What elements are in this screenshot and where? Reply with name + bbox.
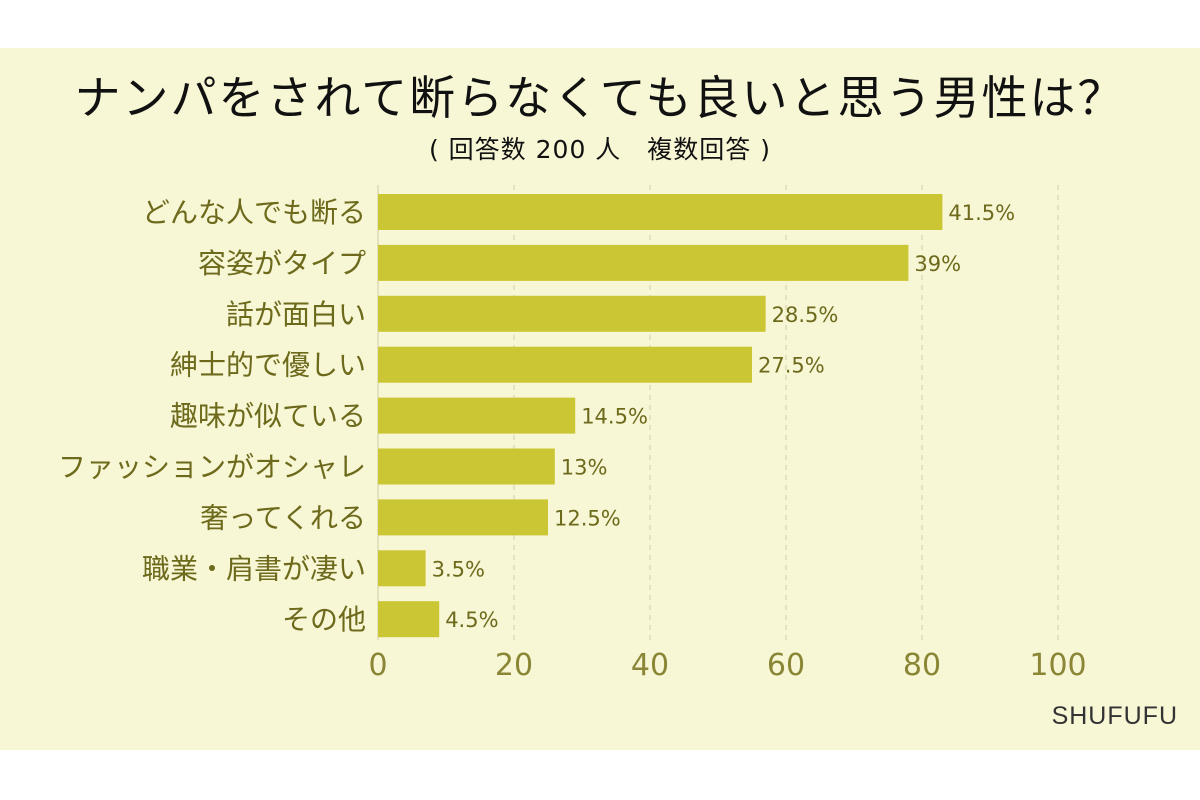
category-label-4: 紳士的で優しい [170,349,366,382]
x-axis-ticks: 0 20 40 60 80 100 [368,648,1086,683]
value-label-6: 13% [561,456,608,480]
bar-2 [378,244,909,281]
category-label-9: その他 [282,603,366,636]
category-label-6: ファッションがオシャレ [58,451,366,484]
category-label-7: 奢ってくれる [200,501,366,534]
value-label-9: 4.5% [445,608,498,632]
value-label-2: 39% [914,252,961,276]
value-label-5: 14.5% [581,405,648,429]
category-label-3: 話が面白い [226,298,366,331]
x-tick-0: 0 [368,648,387,683]
x-tick-40: 40 [631,648,669,683]
value-label-4: 27.5% [758,354,825,378]
bar-8 [378,550,426,587]
value-label-7: 12.5% [554,506,621,530]
category-label-8: 職業・肩書が凄い [142,552,366,585]
bar-3 [378,295,766,332]
value-labels: 41.5% 39% 28.5% 27.5% 14.5% 13% 12.5% 3.5% 4.5% [432,201,1016,632]
value-label-1: 41.5% [948,201,1015,225]
bars [378,194,943,638]
bar-7 [378,499,548,536]
bar-4 [378,346,752,383]
source-credit: SHUFUFU [1051,702,1178,730]
value-label-8: 3.5% [432,557,485,581]
category-label-1: どんな人でも断る [142,196,366,229]
x-tick-60: 60 [767,648,805,683]
bar-1 [378,194,943,230]
category-label-5: 趣味が似ている [170,400,366,433]
category-label-2: 容姿がタイプ [198,247,366,280]
x-tick-100: 100 [1029,648,1086,683]
value-label-3: 28.5% [772,303,839,327]
bar-6 [378,448,555,485]
chart-background [0,48,1200,750]
x-tick-20: 20 [495,648,533,683]
x-tick-80: 80 [903,648,941,683]
bar-9 [378,601,440,638]
bar-5 [378,397,576,434]
chart-subtitle: ( 回答数 200 人 複数回答 ) [428,135,771,164]
category-labels: どんな人でも断る容姿がタイプ話が面白い紳士的で優しい趣味が似ているファッションが… [58,196,366,636]
chart-title: ナンパをされて断らなくても良いと思う男性は？ [74,71,1126,125]
